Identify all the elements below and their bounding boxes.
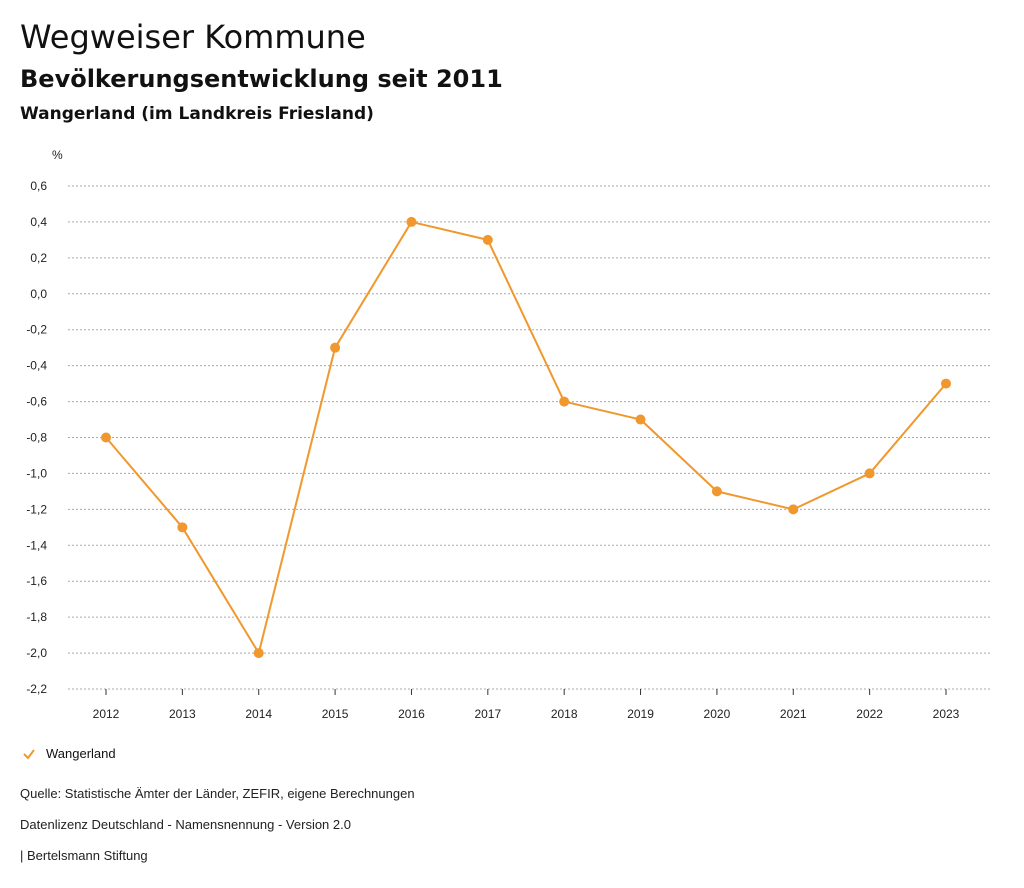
source-note: Quelle: Statistische Ämter der Länder, Z… xyxy=(20,786,415,801)
data-point xyxy=(635,414,646,425)
y-tick-label: -1,8 xyxy=(26,610,47,624)
y-axis-unit: % xyxy=(52,148,63,162)
series-line xyxy=(105,220,947,655)
x-tick-label: 2013 xyxy=(169,707,196,721)
y-tick-label: 0,6 xyxy=(30,179,47,193)
x-tick-label: 2020 xyxy=(704,707,731,721)
legend-label: Wangerland xyxy=(46,746,116,761)
y-tick-label: -0,6 xyxy=(26,395,47,409)
x-tick-label: 2015 xyxy=(322,707,349,721)
data-point xyxy=(330,342,341,353)
data-point xyxy=(559,396,570,407)
data-point xyxy=(406,216,417,227)
x-tick-label: 2018 xyxy=(551,707,578,721)
line-chart: % 0,6 0,4 0,2 0,0 -0,2 -0,4 -0,6 -0,8 -1,0 -1,2 -1,… xyxy=(26,148,990,721)
y-tick-label: -2,0 xyxy=(26,646,47,660)
data-point xyxy=(177,522,188,533)
x-tick-label: 2023 xyxy=(933,707,960,721)
region-label: Wangerland (im Landkreis Friesland) xyxy=(20,104,374,124)
chart-subtitle: Bevölkerungsentwicklung seit 2011 xyxy=(20,65,503,93)
page-title: Wegweiser Kommune xyxy=(20,18,366,56)
license-note: Datenlizenz Deutschland - Namensnennung … xyxy=(20,817,351,832)
y-tick-label: -2,2 xyxy=(26,682,47,696)
x-tick-label: 2016 xyxy=(398,707,425,721)
y-tick-label: -1,4 xyxy=(26,538,47,552)
legend-check-icon xyxy=(23,748,35,760)
y-tick-label: -0,2 xyxy=(26,323,47,337)
y-tick-label: -1,2 xyxy=(26,502,47,516)
publisher-note: | Bertelsmann Stiftung xyxy=(20,848,148,863)
x-tick-label: 2014 xyxy=(245,707,272,721)
data-point xyxy=(864,468,875,479)
y-tick-label: -1,6 xyxy=(26,574,47,588)
x-tick-label: 2012 xyxy=(93,707,120,721)
y-tick-label: 0,4 xyxy=(30,215,47,229)
legend[interactable]: Wangerland xyxy=(22,746,116,761)
y-tick-label: 0,0 xyxy=(30,287,47,301)
data-point xyxy=(101,432,111,443)
data-point xyxy=(482,234,493,245)
y-tick-label: -0,8 xyxy=(26,431,47,445)
data-point xyxy=(788,504,799,515)
x-tick-label: 2017 xyxy=(474,707,501,721)
y-tick-label: -0,4 xyxy=(26,359,47,373)
y-tick-label: 0,2 xyxy=(30,251,47,265)
data-point xyxy=(941,378,951,389)
x-tick-label: 2022 xyxy=(856,707,883,721)
data-point xyxy=(253,648,264,659)
x-tick-label: 2021 xyxy=(780,707,807,721)
y-tick-label: -1,0 xyxy=(26,466,47,480)
x-tick-label: 2019 xyxy=(627,707,654,721)
data-point xyxy=(711,486,722,497)
